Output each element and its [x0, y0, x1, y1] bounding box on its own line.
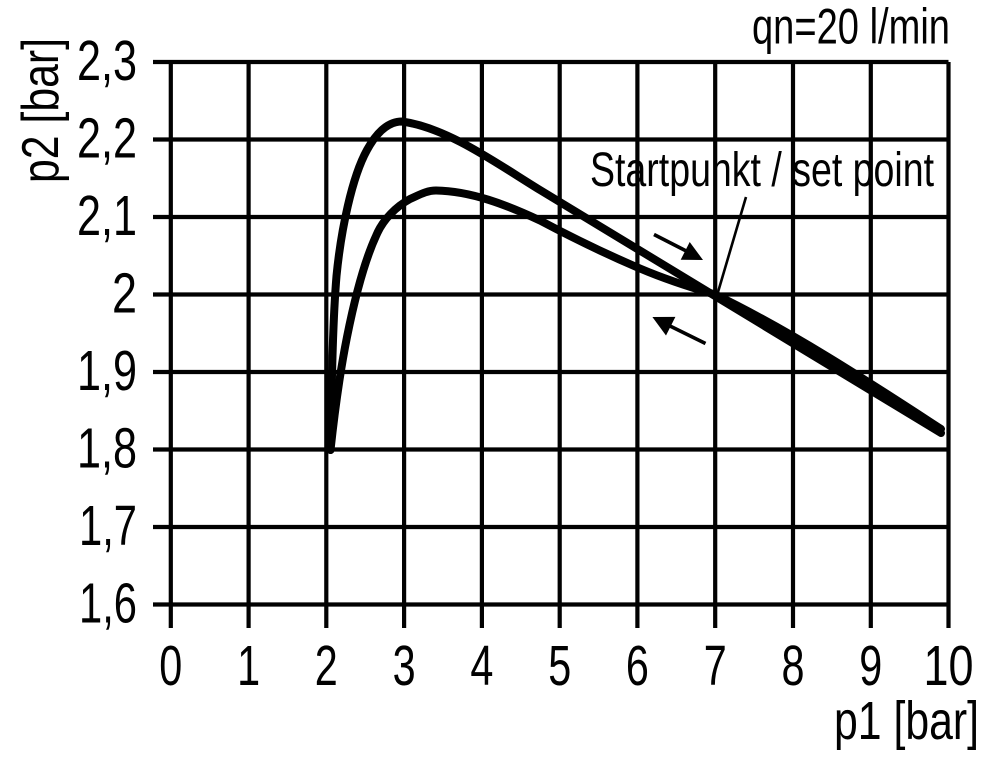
svg-text:1,7: 1,7 [79, 494, 137, 558]
svg-text:2,2: 2,2 [77, 107, 137, 171]
svg-text:qn=20 l/min: qn=20 l/min [752, 0, 950, 55]
svg-text:2,1: 2,1 [77, 184, 137, 248]
svg-text:Startpunkt / set point: Startpunkt / set point [590, 144, 934, 197]
svg-text:1,9: 1,9 [77, 339, 137, 403]
svg-text:3: 3 [393, 634, 416, 698]
svg-text:7: 7 [704, 634, 727, 698]
svg-text:0: 0 [159, 634, 182, 698]
svg-text:4: 4 [470, 634, 493, 698]
svg-text:p1 [bar]: p1 [bar] [834, 691, 979, 751]
svg-text:6: 6 [626, 634, 649, 698]
svg-text:8: 8 [782, 634, 805, 698]
svg-text:10: 10 [924, 634, 974, 698]
svg-text:1,8: 1,8 [77, 417, 137, 481]
svg-text:2: 2 [315, 634, 338, 698]
svg-text:p2 [bar]: p2 [bar] [12, 38, 70, 183]
svg-text:5: 5 [548, 634, 571, 698]
svg-text:9: 9 [859, 634, 882, 698]
svg-text:2: 2 [112, 262, 137, 326]
svg-text:1,6: 1,6 [79, 572, 137, 636]
svg-text:2,3: 2,3 [77, 29, 137, 93]
svg-text:1: 1 [237, 634, 260, 698]
